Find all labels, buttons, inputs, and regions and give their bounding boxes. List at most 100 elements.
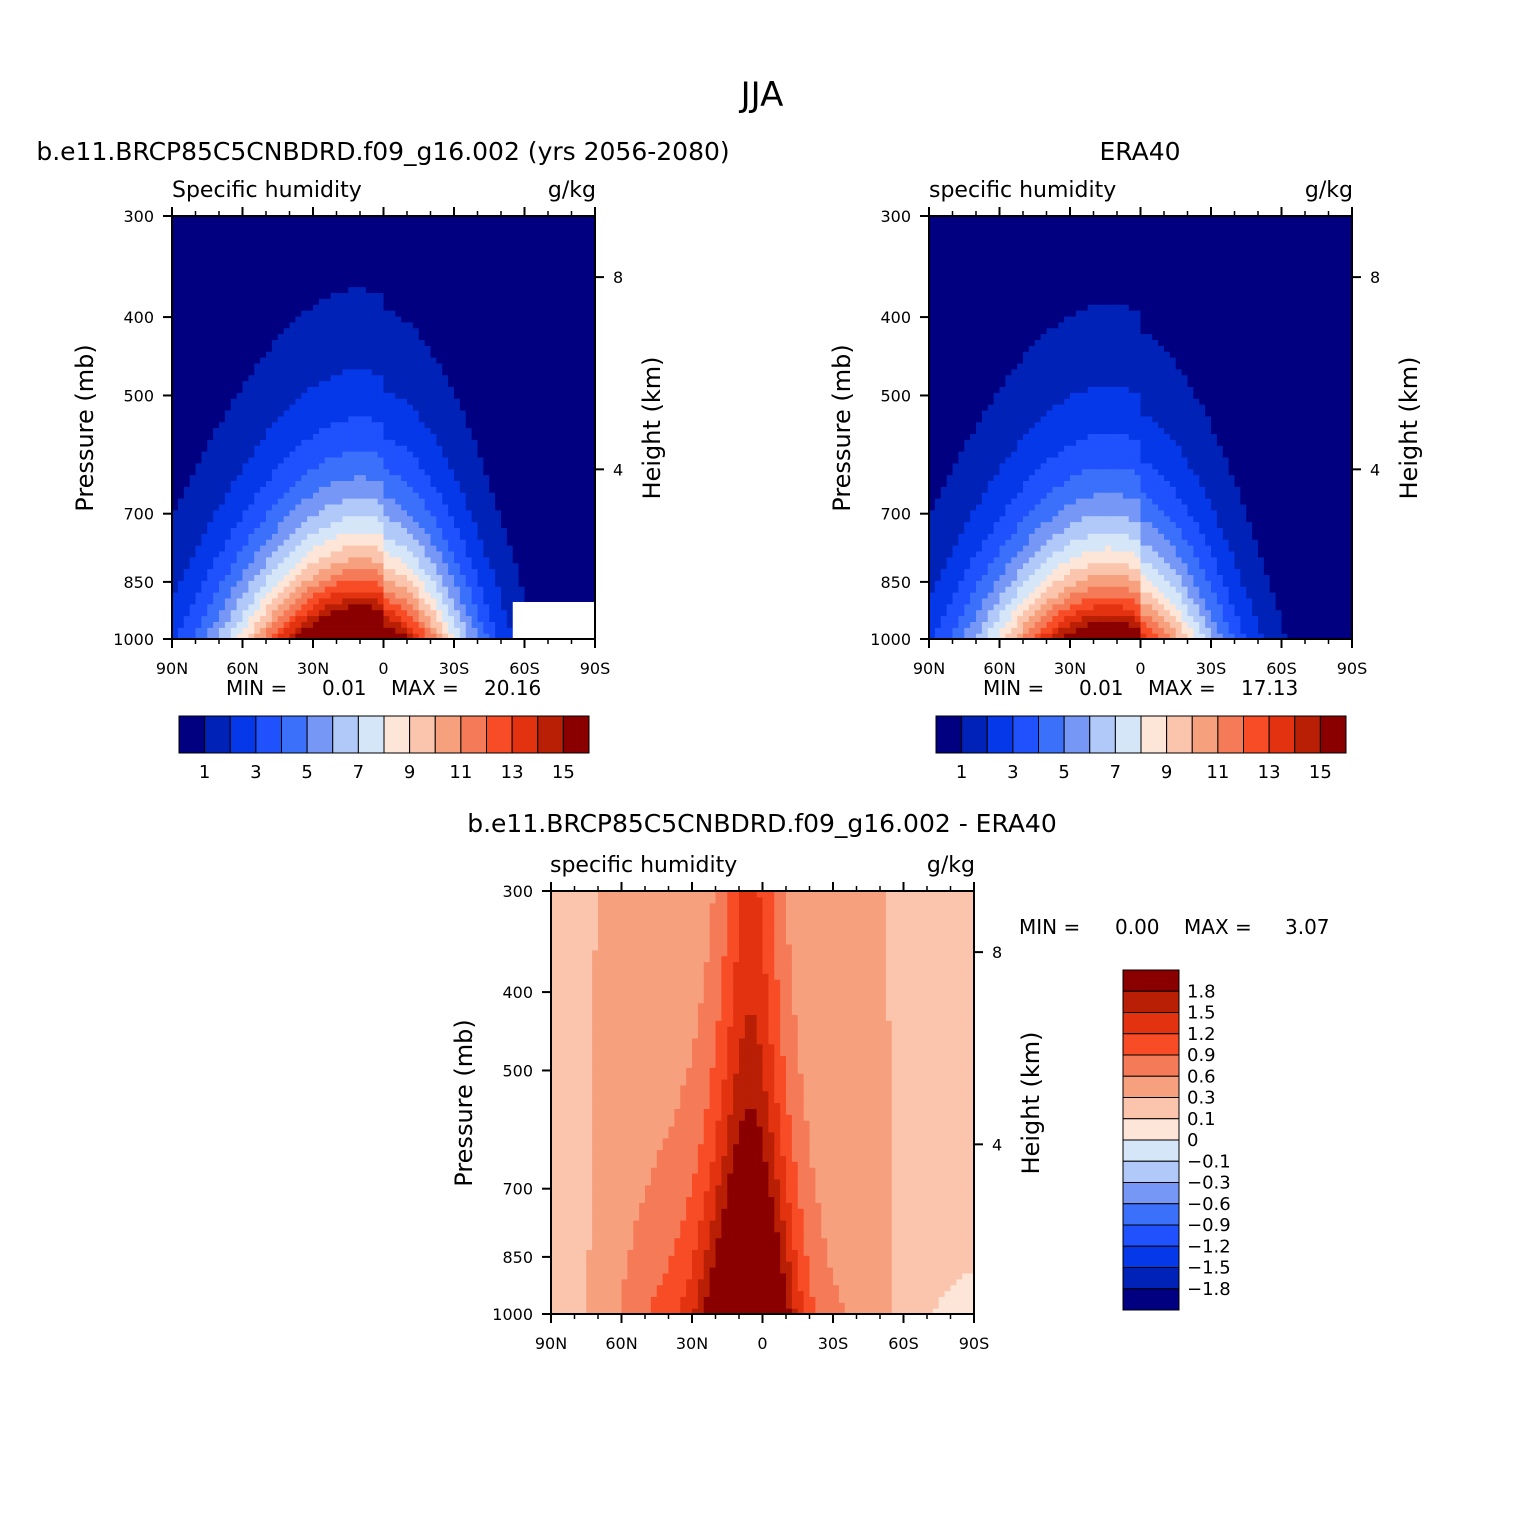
contour-cell <box>466 398 472 404</box>
contour-cell <box>313 557 319 563</box>
contour-cell <box>190 486 196 492</box>
contour-cell <box>519 563 525 569</box>
contour-cell <box>454 316 460 322</box>
contour-cell <box>260 369 266 375</box>
contour-cell <box>460 351 466 357</box>
contour-cell <box>278 486 284 492</box>
contour-cell <box>348 580 354 586</box>
contour-cell <box>354 545 360 551</box>
contour-cell <box>354 522 360 528</box>
contour-cell <box>472 486 478 492</box>
contour-cell <box>454 392 460 398</box>
contour-cell <box>431 357 437 363</box>
contour-cell <box>290 381 296 387</box>
contour-cell <box>237 475 243 481</box>
contour-cell <box>448 486 454 492</box>
contour-cell <box>272 245 278 251</box>
contour-cell <box>407 551 413 557</box>
contour-cell <box>319 281 325 287</box>
contour-cell <box>536 381 542 387</box>
contour-cell <box>272 269 278 275</box>
contour-cell <box>436 445 442 451</box>
contour-cell <box>454 410 460 416</box>
contour-cell <box>554 510 560 516</box>
contour-cell <box>448 381 454 387</box>
contour-cell <box>207 269 213 275</box>
contour-cell <box>248 375 254 381</box>
contour-cell <box>525 404 531 410</box>
contour-cell <box>331 398 337 404</box>
contour-cell <box>542 369 548 375</box>
contour-cell <box>407 486 413 492</box>
contour-cell <box>219 598 225 604</box>
contour-cell <box>372 580 378 586</box>
contour-cell <box>583 457 589 463</box>
contour-cell <box>525 422 531 428</box>
contour-cell <box>354 263 360 269</box>
contour-cell <box>325 475 331 481</box>
contour-cell <box>225 287 231 293</box>
contour-cell <box>372 292 378 298</box>
contour-cell <box>401 486 407 492</box>
contour-cell <box>295 569 301 575</box>
contour-cell <box>472 492 478 498</box>
contour-cell <box>331 563 337 569</box>
contour-cell <box>472 357 478 363</box>
contour-cell <box>295 451 301 457</box>
contour-cell <box>577 275 583 281</box>
contour-cell <box>419 381 425 387</box>
contour-cell <box>372 422 378 428</box>
contour-cell <box>225 574 231 580</box>
contour-cell <box>207 404 213 410</box>
contour-cell <box>348 451 354 457</box>
contour-cell <box>219 386 225 392</box>
contour-cell <box>342 263 348 269</box>
contour-cell <box>325 510 331 516</box>
contour-cell <box>307 386 313 392</box>
contour-cell <box>454 545 460 551</box>
contour-cell <box>337 275 343 281</box>
contour-cell <box>307 363 313 369</box>
contour-cell <box>219 486 225 492</box>
contour-cell <box>536 375 542 381</box>
contour-cell <box>501 580 507 586</box>
contour-cell <box>325 375 331 381</box>
contour-cell <box>542 298 548 304</box>
contour-cell <box>178 604 184 610</box>
contour-cell <box>201 263 207 269</box>
contour-cell <box>431 486 437 492</box>
contour-cell <box>184 245 190 251</box>
contour-cell <box>560 410 566 416</box>
contour-cell <box>442 516 448 522</box>
contour-cell <box>190 627 196 633</box>
contour-cell <box>319 245 325 251</box>
contour-cell <box>419 375 425 381</box>
contour-cell <box>530 251 536 257</box>
contour-cell <box>583 498 589 504</box>
contour-cell <box>536 445 542 451</box>
contour-cell <box>548 269 554 275</box>
contour-cell <box>331 345 337 351</box>
contour-cell <box>413 369 419 375</box>
contour-cell <box>348 357 354 363</box>
contour-cell <box>213 604 219 610</box>
contour-cell <box>431 251 437 257</box>
contour-cell <box>178 586 184 592</box>
contour-cell <box>284 469 290 475</box>
contour-cell <box>231 316 237 322</box>
contour-cell <box>442 586 448 592</box>
contour-cell <box>190 504 196 510</box>
contour-cell <box>536 486 542 492</box>
contour-cell <box>472 498 478 504</box>
contour-cell <box>384 298 390 304</box>
contour-cell <box>401 545 407 551</box>
contour-cell <box>325 433 331 439</box>
contour-cell <box>419 245 425 251</box>
contour-cell <box>483 586 489 592</box>
contour-cell <box>513 510 519 516</box>
contour-cell <box>278 580 284 586</box>
contour-cell <box>342 386 348 392</box>
contour-cell <box>454 627 460 633</box>
contour-cell <box>295 251 301 257</box>
contour-cell <box>360 563 366 569</box>
